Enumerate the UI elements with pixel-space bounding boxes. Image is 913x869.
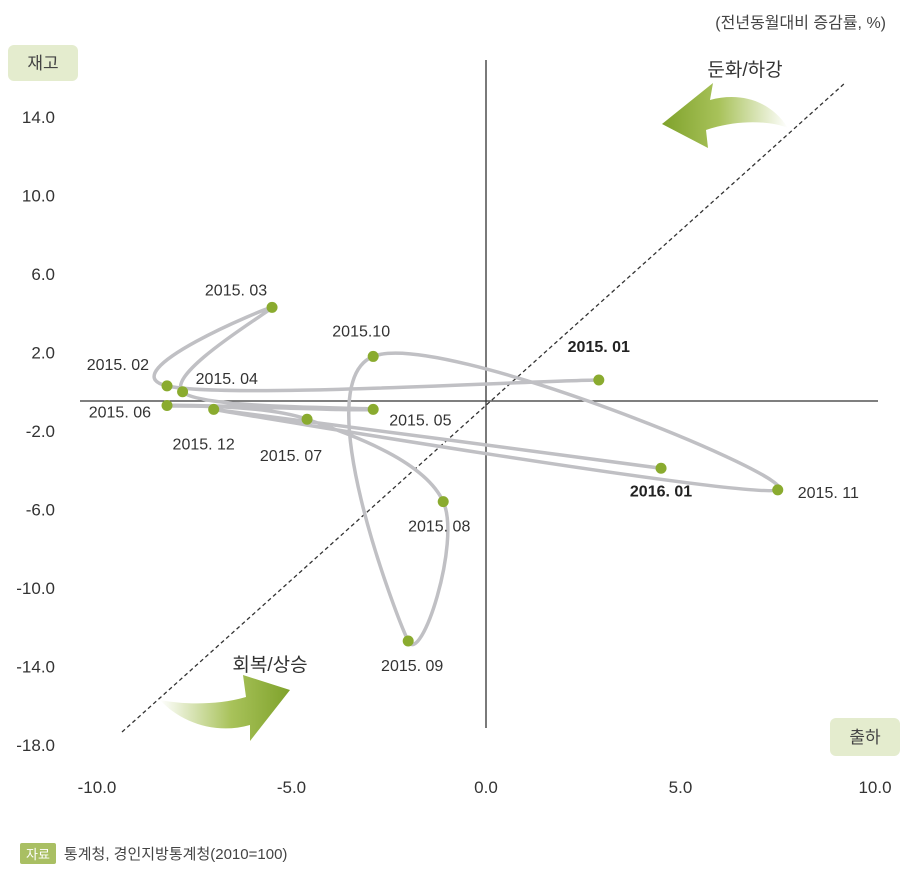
- data-point: [402, 635, 414, 647]
- slowdown-label: 둔화/하강: [707, 59, 782, 81]
- data-point: [177, 386, 189, 398]
- y-axis-badge-label: 재고: [27, 54, 58, 73]
- x-tick-label: -10.0: [78, 778, 117, 797]
- point-label: 2015. 06: [89, 404, 151, 421]
- data-point: [367, 350, 379, 362]
- slowdown-arrow: [662, 83, 788, 148]
- source-text: 통계청, 경인지방통계청(2010=100): [63, 846, 288, 863]
- point-label: 2015. 11: [798, 485, 859, 502]
- source-note: 자료 통계청, 경인지방통계청(2010=100): [20, 843, 287, 864]
- point-label: 2015. 02: [87, 357, 149, 374]
- point-label: 2015. 12: [173, 436, 235, 453]
- y-tick-label: -10.0: [16, 579, 55, 598]
- y-tick-label: -18.0: [16, 736, 55, 755]
- recovery-arrow: [160, 675, 290, 741]
- point-label: 2015. 08: [408, 519, 470, 536]
- data-point: [772, 484, 784, 496]
- y-axis-badge: 재고: [8, 45, 78, 81]
- y-tick-label: -2.0: [26, 422, 55, 441]
- data-point: [593, 374, 605, 386]
- data-points: [161, 301, 784, 647]
- y-tick-label: -6.0: [26, 501, 55, 520]
- x-axis-badge: 출하: [830, 718, 900, 756]
- point-label: 2015. 04: [196, 371, 258, 388]
- source-tag: 자료: [20, 843, 56, 864]
- y-tick-label: -14.0: [16, 658, 55, 677]
- data-point: [367, 403, 379, 415]
- data-point: [161, 399, 173, 411]
- x-tick-labels: -10.0 -5.0 0.0 5.0 10.0: [78, 778, 892, 797]
- recovery-label: 회복/상승: [232, 654, 307, 676]
- diagonal-reference-line: [121, 82, 846, 733]
- x-tick-label: 5.0: [669, 778, 693, 797]
- data-point: [161, 380, 173, 392]
- point-labels: 2015. 01 2015. 02 2015. 03 2015. 04 2015. 05…: [87, 282, 859, 675]
- trajectory-line: [152, 305, 782, 647]
- x-axis-badge-label: 출하: [849, 728, 881, 747]
- unit-note: (전년동월대비 증감률, %): [715, 14, 886, 32]
- x-tick-label: 10.0: [858, 778, 891, 797]
- data-point: [266, 301, 278, 313]
- data-point: [208, 403, 220, 415]
- y-tick-label: 2.0: [31, 344, 55, 363]
- y-tick-label: 10.0: [22, 187, 55, 206]
- point-label: 2016. 01: [630, 483, 692, 500]
- point-label: 2015. 01: [568, 339, 630, 356]
- x-tick-label: -5.0: [277, 778, 306, 797]
- data-point: [655, 462, 667, 474]
- data-point: [301, 413, 313, 425]
- y-tick-label: 14.0: [22, 108, 55, 127]
- y-tick-label: 6.0: [31, 265, 55, 284]
- trajectory-path: [152, 305, 782, 647]
- point-label: 2015. 03: [205, 282, 267, 299]
- x-tick-label: 0.0: [474, 778, 498, 797]
- point-label: 2015. 07: [260, 448, 322, 465]
- y-tick-labels: 14.0 10.0 6.0 2.0 -2.0 -6.0 -10.0 -14.0 -18.0: [16, 108, 55, 755]
- point-label: 2015.10: [332, 323, 390, 340]
- point-label: 2015. 09: [381, 658, 443, 675]
- point-label: 2015. 05: [389, 412, 451, 429]
- data-point: [437, 496, 449, 508]
